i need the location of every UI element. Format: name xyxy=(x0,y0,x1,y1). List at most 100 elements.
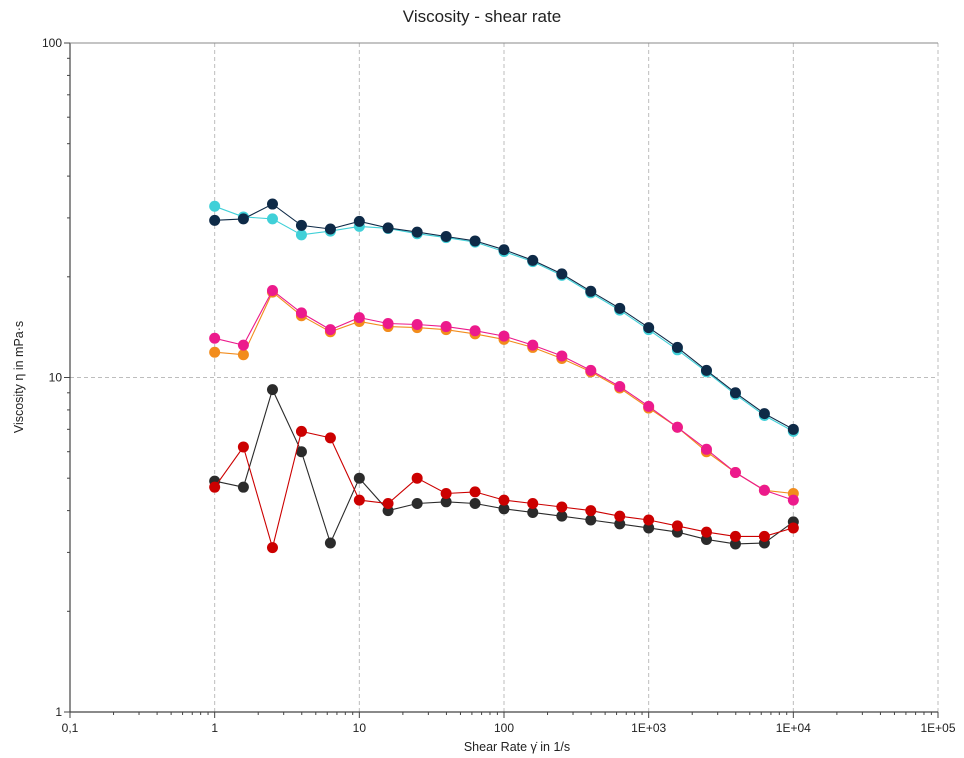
data-point xyxy=(729,387,741,399)
y-tick-label: 1 xyxy=(55,705,62,719)
data-point xyxy=(787,423,799,435)
data-point xyxy=(729,466,741,478)
data-point xyxy=(643,522,655,534)
x-tick-label: 1E+05 xyxy=(920,721,955,735)
data-point xyxy=(440,488,452,500)
data-point xyxy=(353,312,365,324)
data-point xyxy=(469,498,481,510)
data-point xyxy=(411,472,423,484)
series-layer xyxy=(209,198,799,554)
data-point xyxy=(324,537,336,549)
data-point xyxy=(527,254,539,266)
x-tick-label: 1 xyxy=(211,721,218,735)
data-point xyxy=(527,498,539,510)
x-tick-label: 1E+04 xyxy=(776,721,811,735)
data-point xyxy=(209,214,221,226)
data-point xyxy=(585,285,597,297)
series-6 xyxy=(209,425,799,554)
data-point xyxy=(556,350,568,362)
data-point xyxy=(237,481,249,493)
data-point xyxy=(614,380,626,392)
data-point xyxy=(411,498,423,510)
data-point xyxy=(498,503,510,515)
data-point xyxy=(469,486,481,498)
data-point xyxy=(671,341,683,353)
y-tick-label: 100 xyxy=(42,36,62,50)
series-2 xyxy=(209,198,799,435)
data-point xyxy=(237,441,249,453)
data-point xyxy=(556,268,568,280)
data-point xyxy=(700,443,712,455)
data-point xyxy=(469,235,481,247)
data-point xyxy=(758,530,770,542)
x-tick-label: 0,1 xyxy=(62,721,79,735)
data-point xyxy=(266,198,278,210)
x-tick-label: 100 xyxy=(494,721,514,735)
data-point xyxy=(295,446,307,458)
data-point xyxy=(614,302,626,314)
data-point xyxy=(787,522,799,534)
data-point xyxy=(729,538,741,550)
data-point xyxy=(440,496,452,508)
data-point xyxy=(382,222,394,234)
data-point xyxy=(643,400,655,412)
data-point xyxy=(266,542,278,554)
x-tick-label: 10 xyxy=(353,721,367,735)
data-point xyxy=(440,230,452,242)
data-point xyxy=(266,384,278,396)
data-point xyxy=(758,408,770,420)
x-tick-label: 1E+03 xyxy=(631,721,666,735)
data-point xyxy=(671,520,683,532)
data-point xyxy=(353,215,365,227)
data-point xyxy=(237,213,249,225)
data-point xyxy=(614,518,626,530)
data-point xyxy=(295,307,307,319)
data-point xyxy=(527,506,539,518)
data-point xyxy=(498,330,510,342)
data-point xyxy=(209,346,221,358)
data-point xyxy=(585,505,597,517)
grid xyxy=(69,42,939,713)
data-point xyxy=(324,223,336,235)
data-point xyxy=(324,432,336,444)
data-point xyxy=(527,339,539,351)
data-point xyxy=(411,226,423,238)
data-point xyxy=(237,339,249,351)
x-axis-label: Shear Rate γ̇ in 1/s xyxy=(464,740,570,754)
data-point xyxy=(671,421,683,433)
y-axis-label: Viscosity η in mPa·s xyxy=(12,321,26,433)
data-point xyxy=(700,364,712,376)
chart-title: Viscosity - shear rate xyxy=(403,7,561,26)
data-point xyxy=(498,244,510,256)
data-point xyxy=(585,364,597,376)
series-4 xyxy=(209,285,799,506)
data-point xyxy=(643,514,655,526)
data-point xyxy=(556,501,568,513)
data-point xyxy=(266,213,278,225)
data-point xyxy=(643,322,655,334)
data-point xyxy=(295,425,307,437)
data-point xyxy=(324,324,336,336)
data-point xyxy=(266,285,278,297)
data-point xyxy=(209,200,221,212)
data-point xyxy=(382,498,394,510)
data-point xyxy=(353,472,365,484)
data-point xyxy=(700,526,712,538)
data-point xyxy=(614,510,626,522)
data-point xyxy=(729,530,741,542)
data-point xyxy=(209,481,221,493)
data-point xyxy=(411,319,423,331)
data-point xyxy=(295,219,307,231)
data-point xyxy=(758,484,770,496)
data-point xyxy=(237,349,249,361)
data-point xyxy=(440,321,452,333)
data-point xyxy=(353,494,365,506)
data-point xyxy=(469,325,481,337)
data-point xyxy=(556,510,568,522)
data-point xyxy=(498,494,510,506)
data-point xyxy=(787,494,799,506)
y-tick-label: 10 xyxy=(49,371,63,385)
data-point xyxy=(585,514,597,526)
